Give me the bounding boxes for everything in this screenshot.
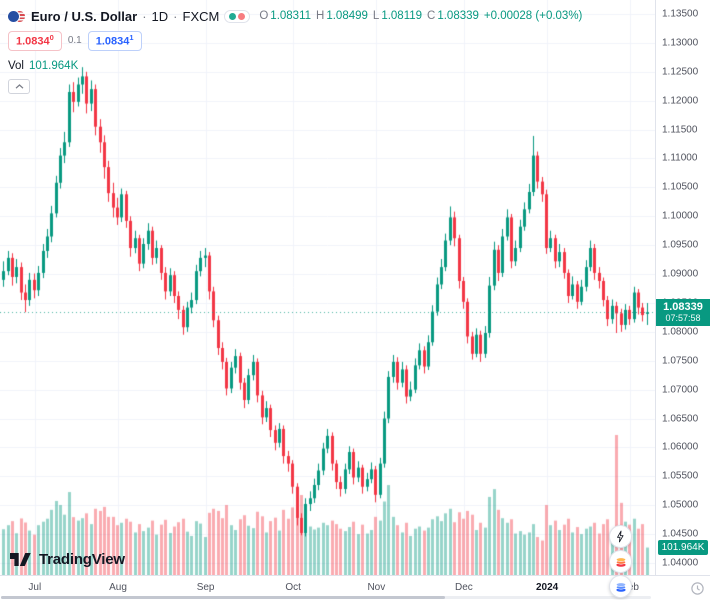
price-tick-label: 1.10500 [662,181,699,193]
price-tick-label: 1.04000 [662,557,699,569]
time-tick-label: Dec [455,582,473,593]
bar-countdown: 07:57:58 [665,313,701,324]
current-price-label: 1.08339 07:57:58 [656,299,710,327]
price-tick-label: 1.11000 [662,152,698,164]
eu-flag-icon [8,10,19,22]
spread-value: 0.1 [67,35,82,47]
ohlc-values: O 1.08311 H 1.08499 L 1.08119 C 1.08339 … [259,10,582,22]
sell-price-fraction: 0 [49,33,54,42]
close-value: 1.08339 [437,10,479,22]
low-value: 1.08119 [381,10,423,22]
price-tick-label: 1.11500 [662,124,698,136]
price-tick-label: 1.06500 [662,413,699,425]
price-axis[interactable]: 1.13500 1.13000 1.12500 1.12000 1.11500 1.110… [655,0,710,575]
tradingview-logo-text: TradingView [39,551,125,568]
high-label: H [316,10,325,22]
us-flag-icon [14,10,25,22]
price-tick-label: 1.13500 [662,8,699,20]
symbol-row: Euro / U.S. Dollar · 1D · FXCM O 1.08311… [8,8,582,24]
tradingview-logo[interactable]: TradingView [10,551,125,568]
lightning-icon [617,530,624,543]
sell-button[interactable]: 1.08340 [8,31,62,51]
exchange-label[interactable]: FXCM [182,8,220,24]
symbol-title[interactable]: Euro / U.S. Dollar [31,8,138,24]
price-tick-label: 1.05000 [662,499,699,511]
candlestick-chart-canvas[interactable] [0,0,655,575]
tradingview-logo-mark-icon [10,552,31,567]
coin-stack-button[interactable] [609,550,632,573]
trade-buttons-row: 1.08340 0.1 1.08341 [8,31,582,51]
price-tick-label: 1.13000 [662,37,699,49]
time-tick-label: Aug [109,582,127,593]
volume-legend: Vol 101.964K [8,60,582,72]
time-tick-label: Oct [285,582,301,593]
open-label: O [259,10,269,22]
price-tick-label: 1.09000 [662,268,699,280]
clock-icon[interactable] [690,581,705,596]
floating-toolbar [609,525,632,598]
price-tick-label: 1.08000 [662,326,699,338]
buy-button[interactable]: 1.08341 [87,31,142,51]
status-dot-green [229,12,237,20]
high-value: 1.08499 [326,10,368,22]
coin-stack-icon-red [615,557,626,567]
change-value: +0.00028 (+0.03%) [483,10,583,22]
chart-legend: Euro / U.S. Dollar · 1D · FXCM O 1.08311… [8,8,582,94]
price-tick-label: 1.09500 [662,239,699,251]
low-label: L [372,10,380,22]
time-tick-label: Nov [367,582,386,593]
separator: · [142,8,147,24]
buy-price: 1.0834 [95,35,130,48]
scrollbar-track [1,596,651,599]
interval-label[interactable]: 1D [151,8,169,24]
price-tick-label: 1.12000 [662,95,699,107]
time-tick-label: 2024 [535,582,559,593]
chevron-up-icon [15,83,23,89]
status-dot-red [238,12,246,20]
separator: · [173,8,178,24]
current-price-value: 1.08339 [663,301,703,314]
price-tick-label: 1.12500 [662,66,699,78]
sell-price: 1.0834 [16,35,50,48]
volume-label: Vol [8,59,24,72]
price-tick-label: 1.05500 [662,470,699,482]
volume-axis-badge: 101.964K [658,539,708,555]
price-tick-label: 1.07000 [662,384,699,396]
price-tick-label: 1.06000 [662,441,699,453]
close-label: C [427,10,436,22]
time-axis[interactable]: JulAugSepOctNovDec2024Feb [0,575,710,600]
coin-stack-icon-blue [615,582,626,592]
price-tick-label: 1.07500 [662,355,699,367]
open-value: 1.08311 [270,10,312,22]
time-tick-label: Jul [28,582,42,593]
buy-price-fraction: 1 [129,33,134,42]
time-tick-label: Sep [196,582,215,593]
lightning-button[interactable] [609,525,632,548]
symbol-flags-icon [8,10,26,23]
price-tick-label: 1.10000 [662,210,699,222]
market-status-icon[interactable] [224,9,251,23]
price-tick-label: 1.04500 [662,528,699,540]
volume-value: 101.964K [29,59,79,72]
legend-collapse-button[interactable] [8,78,30,94]
coin-stack-button-blue[interactable] [609,575,632,598]
scrollbar-handle[interactable] [1,596,445,599]
